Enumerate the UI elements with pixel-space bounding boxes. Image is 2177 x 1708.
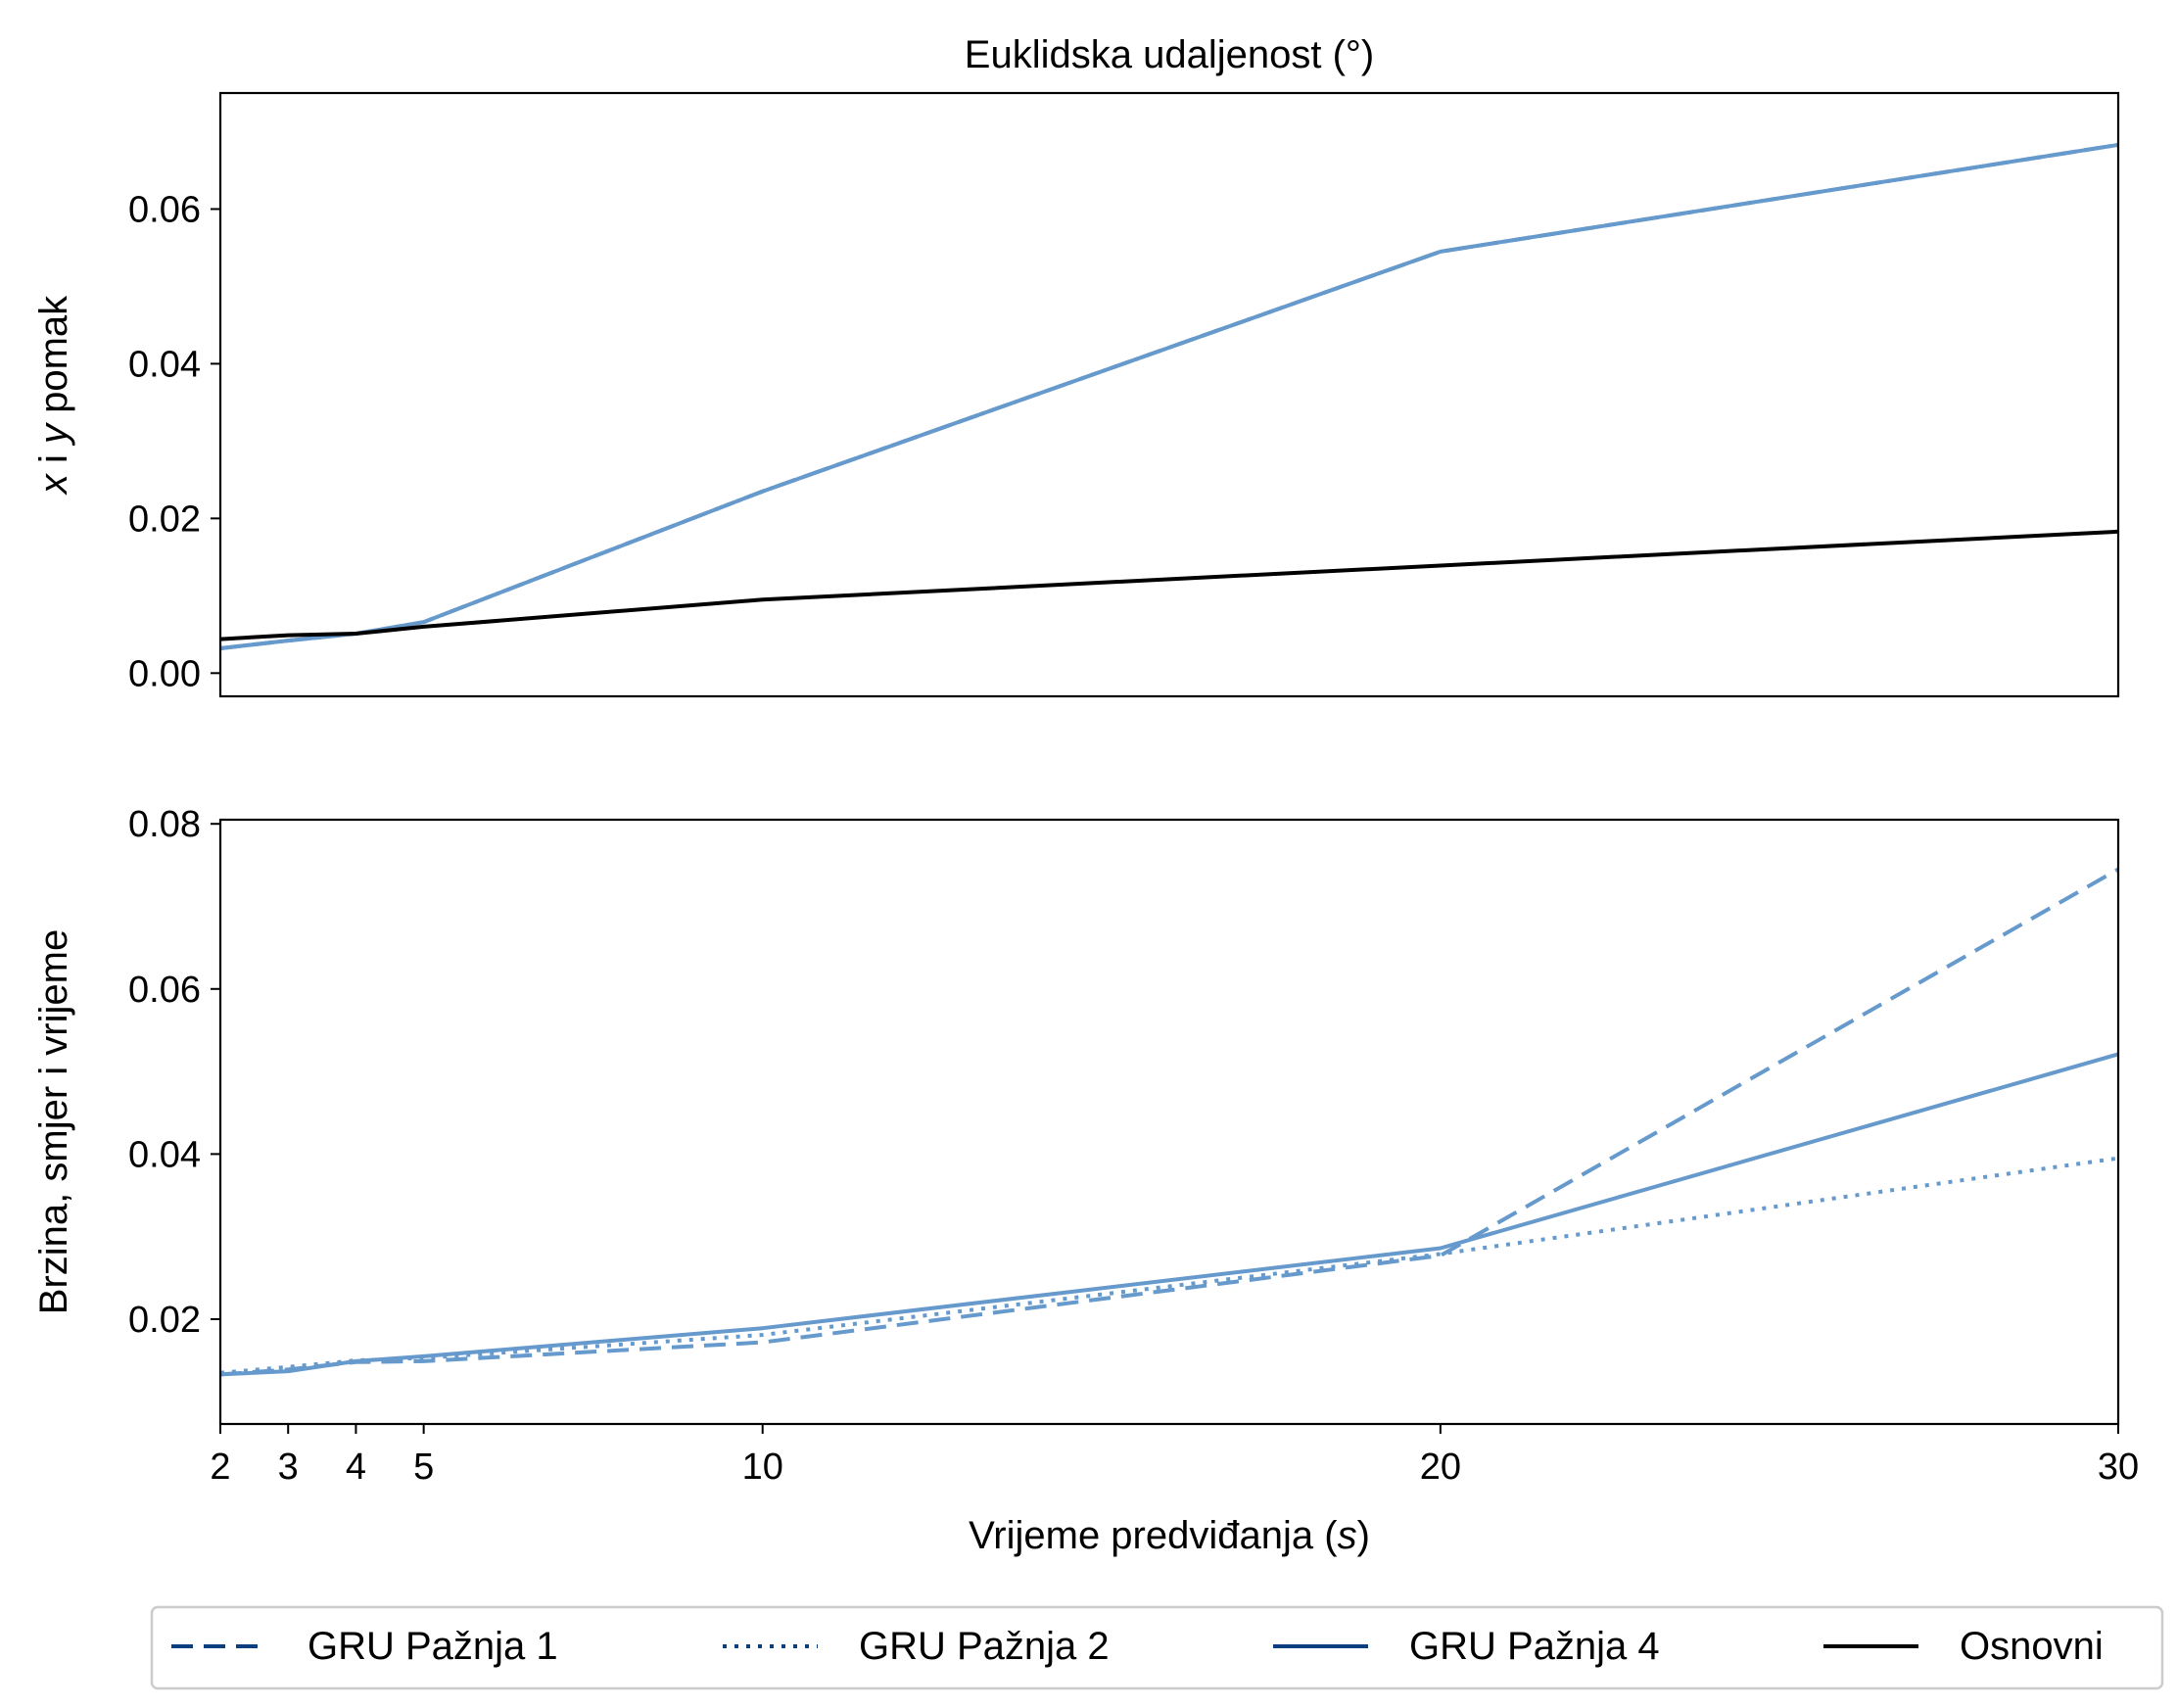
y-axis-label-bottom: Brzina, smjer i vrijeme [32, 929, 75, 1314]
legend-label-4: Osnovni [1960, 1625, 2104, 1668]
x-axis-label: Vrijeme predviđanja (s) [969, 1514, 1370, 1557]
series-line-top-4 [220, 529, 2118, 641]
legend-label-1: GRU Pažnja 1 [308, 1625, 558, 1668]
y-tick-label-top-1: 0.02 [128, 498, 201, 540]
plot-frame-top [218, 91, 2120, 698]
y-tick-label-bottom-0: 0.02 [128, 1300, 201, 1341]
y-tick-label-top-3: 0.06 [128, 189, 201, 230]
x-tick-label-bottom-0: 2 [210, 1447, 230, 1488]
series-line-bottom-1 [220, 867, 2118, 1377]
legend-box [150, 1605, 2164, 1690]
y-tick-label-bottom-1: 0.04 [128, 1134, 201, 1175]
top-panel: 0.00 0.02 0.04 0.06 Euklidska udaljenost (°)… [32, 33, 2120, 698]
y-tick-label-bottom-3: 0.08 [128, 804, 201, 845]
x-tick-label-bottom-6: 30 [2098, 1447, 2139, 1488]
x-tick-label-bottom-4: 10 [742, 1447, 783, 1488]
legend: GRU Pažnja 1 GRU Pažnja 2 GRU Pažnja 4 Osno… [150, 1605, 2164, 1690]
x-tick-label-bottom-5: 20 [1420, 1447, 1461, 1488]
series-line-top-1 [220, 142, 2118, 650]
legend-label-2: GRU Pažnja 2 [859, 1625, 1110, 1668]
y-tick-label-bottom-2: 0.06 [128, 970, 201, 1011]
series-line-bottom-2 [220, 1156, 2118, 1375]
series-line-top-2 [220, 142, 2118, 650]
series-line-bottom-3 [220, 1052, 2118, 1377]
legend-label-3: GRU Pažnja 4 [1409, 1625, 1660, 1668]
x-tick-label-bottom-3: 5 [413, 1447, 434, 1488]
x-tick-label-bottom-2: 4 [346, 1447, 366, 1488]
y-tick-label-top-2: 0.04 [128, 344, 201, 385]
x-tick-label-bottom-1: 3 [278, 1447, 299, 1488]
y-tick-label-top-0: 0.00 [128, 653, 201, 694]
plot-frame-bottom [218, 818, 2120, 1426]
y-axis-label-top: x i y pomak [32, 295, 75, 496]
bottom-panel: 0.02 0.04 0.06 0.08 2 3 4 5 10 20 30 Brzina, smjer … [32, 804, 2139, 1557]
panel-title-top: Euklidska udaljenost (°) [965, 33, 1374, 76]
series-line-top-3 [220, 142, 2118, 650]
